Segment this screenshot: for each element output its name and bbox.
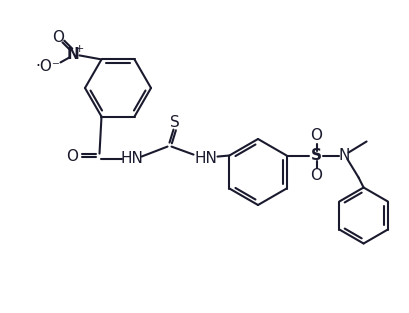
Text: S: S	[170, 115, 180, 130]
Text: O: O	[52, 30, 65, 45]
Text: N: N	[339, 148, 350, 163]
Text: +: +	[75, 44, 84, 54]
Text: ·O⁻: ·O⁻	[35, 59, 60, 74]
Text: O: O	[310, 128, 323, 143]
Text: O: O	[67, 149, 79, 164]
Text: N: N	[67, 47, 80, 62]
Text: S: S	[311, 148, 322, 163]
Text: HN: HN	[120, 151, 143, 166]
Text: HN: HN	[194, 151, 217, 166]
Text: O: O	[310, 168, 323, 183]
